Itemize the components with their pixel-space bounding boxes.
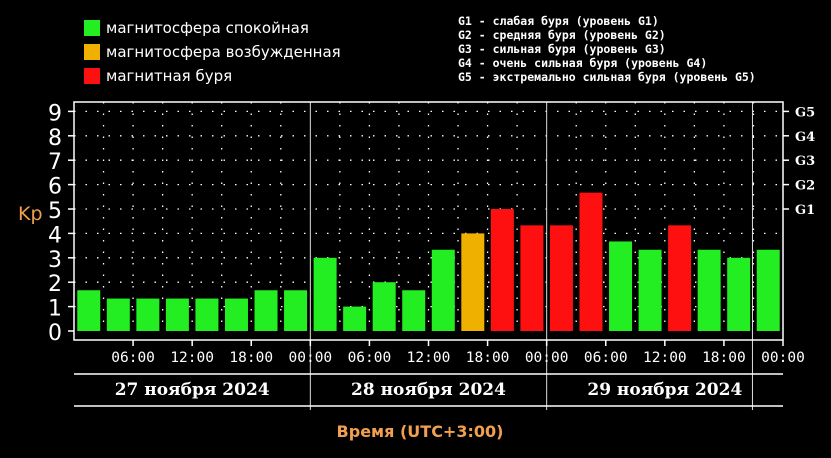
- kp-bar: [254, 290, 278, 331]
- kp-bar: [638, 249, 662, 331]
- y-tick-label: 1: [48, 297, 62, 322]
- g-scale-item-g1: G1 - слабая буря (уровень G1): [458, 14, 659, 28]
- y-tick-label: 9: [48, 101, 62, 126]
- legend-swatch-storm: [84, 68, 100, 84]
- kp-bar: [431, 249, 455, 331]
- day-label: 28 ноября 2024: [351, 380, 506, 400]
- legend: магнитосфера спокойная магнитосфера возб…: [84, 16, 341, 88]
- kp-bar: [343, 306, 367, 331]
- x-tick-label: 06:00: [348, 350, 392, 366]
- legend-label-storm: магнитная буря: [106, 67, 233, 85]
- x-tick-label: 12:00: [407, 350, 451, 366]
- kp-bar: [77, 290, 101, 331]
- kp-bar: [313, 257, 337, 331]
- y-tick-label: 3: [48, 248, 62, 273]
- y-axis-label: Kp: [18, 203, 43, 225]
- x-tick-label: 00:00: [289, 350, 333, 366]
- kp-bar: [461, 233, 485, 331]
- kp-bar: [402, 290, 426, 331]
- x-tick-label: 06:00: [584, 350, 628, 366]
- kp-bar: [549, 225, 573, 331]
- legend-swatch-disturbed: [84, 44, 100, 60]
- x-tick-label: 18:00: [466, 350, 510, 366]
- y-tick-label: 4: [48, 223, 62, 248]
- kp-bar: [284, 290, 308, 331]
- g-scale-item-g5: G5 - экстремально сильная буря (уровень …: [458, 70, 756, 84]
- kp-bar: [106, 298, 130, 331]
- x-tick-label: 18:00: [229, 350, 273, 366]
- kp-bar: [668, 225, 692, 331]
- day-label: 27 ноября 2024: [115, 380, 270, 400]
- g-tick-label: G3: [795, 154, 815, 169]
- kp-bar: [697, 249, 721, 331]
- kp-bar: [520, 225, 544, 331]
- g-tick-label: G5: [795, 105, 815, 120]
- kp-bar: [727, 257, 751, 331]
- kp-bar: [579, 192, 603, 331]
- g-scale-item-g4: G4 - очень сильная буря (уровень G4): [458, 56, 708, 70]
- x-tick-label: 12:00: [643, 350, 687, 366]
- kp-bar: [165, 298, 189, 331]
- legend-label-quiet: магнитосфера спокойная: [106, 19, 309, 37]
- y-tick-label: 8: [48, 126, 62, 151]
- kp-bar: [224, 298, 248, 331]
- g-scale-list: G1 - слабая буря (уровень G1) G2 - средн…: [458, 14, 756, 84]
- x-tick-label: 06:00: [111, 350, 155, 366]
- x-tick-label: 18:00: [702, 350, 746, 366]
- day-label: 29 ноября 2024: [587, 380, 742, 400]
- g-tick-label: G4: [795, 130, 815, 145]
- kp-bar: [136, 298, 160, 331]
- x-tick-label: 12:00: [170, 350, 214, 366]
- y-tick-label: 7: [48, 150, 62, 175]
- kp-bar: [195, 298, 219, 331]
- x-tick-label: 00:00: [761, 350, 805, 366]
- g-tick-label: G2: [795, 179, 815, 194]
- y-tick-label: 0: [48, 321, 62, 346]
- legend-item-disturbed: магнитосфера возбужденная: [84, 40, 341, 64]
- kp-bar: [756, 249, 780, 331]
- g-scale-item-g3: G3 - сильная буря (уровень G3): [458, 42, 666, 56]
- y-tick-label: 2: [48, 272, 62, 297]
- y-tick-label: 6: [48, 175, 62, 200]
- g-tick-label: G1: [795, 203, 815, 218]
- x-axis-label: Время (UTC+3:00): [337, 422, 504, 441]
- x-tick-label: 00:00: [525, 350, 569, 366]
- g-scale-item-g2: G2 - средняя буря (уровень G2): [458, 28, 666, 42]
- kp-bar: [490, 209, 514, 331]
- kp-bar: [609, 241, 633, 331]
- legend-swatch-quiet: [84, 20, 100, 36]
- legend-label-disturbed: магнитосфера возбужденная: [106, 43, 341, 61]
- y-tick-label: 5: [48, 199, 62, 224]
- legend-item-storm: магнитная буря: [84, 64, 341, 88]
- legend-item-quiet: магнитосфера спокойная: [84, 16, 341, 40]
- kp-bar: [372, 282, 396, 331]
